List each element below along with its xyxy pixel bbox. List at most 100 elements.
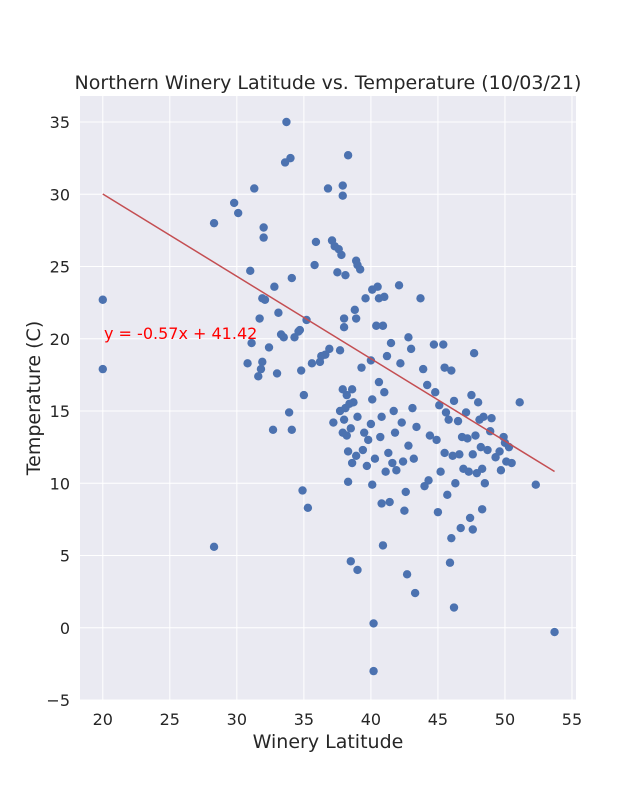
data-point [496,466,506,475]
data-point [349,398,358,407]
data-point [254,372,263,381]
x-axis-label: Winery Latitude [253,731,404,753]
data-point [404,441,413,450]
y-tick-label: 0 [60,619,70,638]
data-point [468,450,477,459]
data-point [441,408,451,417]
axis-ticks: 20 25 30 35 40 45 50 55 −5 0 5 10 15 20 25 30 35 [46,113,582,729]
data-point [447,366,456,375]
data-point [98,295,107,304]
data-point [243,359,252,368]
x-tick-label: 25 [160,710,180,729]
data-point [369,619,378,628]
data-point [398,457,408,466]
regression-line [102,193,555,473]
data-point [351,314,361,323]
data-point [364,435,373,445]
data-point [373,282,382,291]
y-tick-label: −5 [46,691,70,710]
data-point [378,541,388,550]
data-point [378,321,388,330]
data-point [408,403,417,413]
data-point [397,418,406,427]
data-point [477,464,487,474]
data-point [279,333,288,342]
data-point [431,388,440,397]
y-tick-label: 15 [50,402,70,421]
data-point [447,533,456,543]
data-point [550,627,559,637]
data-point [385,497,394,507]
y-tick-label: 10 [50,474,70,493]
data-point [343,477,353,487]
data-point [465,513,475,523]
data-point [346,424,355,433]
data-point [250,184,259,193]
data-point [449,603,459,612]
data-point [445,558,455,567]
data-point [468,525,477,534]
data-point [229,198,239,208]
regression-line-group [102,193,555,473]
data-point [353,412,362,421]
data-point [425,431,435,440]
y-tick-label: 25 [50,258,70,277]
data-point [209,218,219,228]
data-point [370,454,380,463]
data-point [479,412,488,421]
data-point [329,418,338,427]
data-point [476,442,486,452]
x-tick-label: 55 [562,710,582,729]
data-point [342,390,351,400]
data-point [256,364,266,374]
data-point [400,506,409,515]
data-point [487,414,496,423]
data-point [376,432,385,442]
data-point [380,292,389,302]
data-point [435,401,444,410]
data-point [259,223,268,232]
data-point [346,557,355,566]
data-point [480,479,490,488]
data-point [416,294,425,303]
x-tick-label: 45 [428,710,448,729]
data-point [274,308,283,317]
data-point [409,454,418,463]
data-point [423,380,432,390]
data-point [372,321,381,330]
x-tick-label: 30 [227,710,247,729]
data-point [448,451,457,460]
data-points [98,117,559,676]
data-point [461,408,471,417]
data-point [362,461,372,471]
data-point [246,266,255,276]
data-point [384,448,393,458]
data-point [389,406,398,416]
data-point [477,505,487,514]
data-point [268,425,278,434]
data-point [247,338,256,348]
data-point [440,448,449,458]
data-point [355,265,365,274]
data-point [286,153,295,163]
data-point [209,542,219,552]
data-point [287,425,297,434]
data-point [325,344,334,354]
data-point [323,184,333,193]
data-point [343,151,353,160]
data-point [255,314,264,323]
data-point [338,191,347,200]
data-point [469,349,479,358]
data-point [259,233,268,242]
data-point [394,281,404,290]
data-point [432,435,441,445]
data-point [339,314,349,323]
data-point [307,359,317,368]
x-tick-label: 35 [294,710,314,729]
data-point [368,480,377,489]
data-point [424,476,433,485]
data-point [464,467,473,476]
data-point [337,250,346,260]
data-point [451,479,460,488]
